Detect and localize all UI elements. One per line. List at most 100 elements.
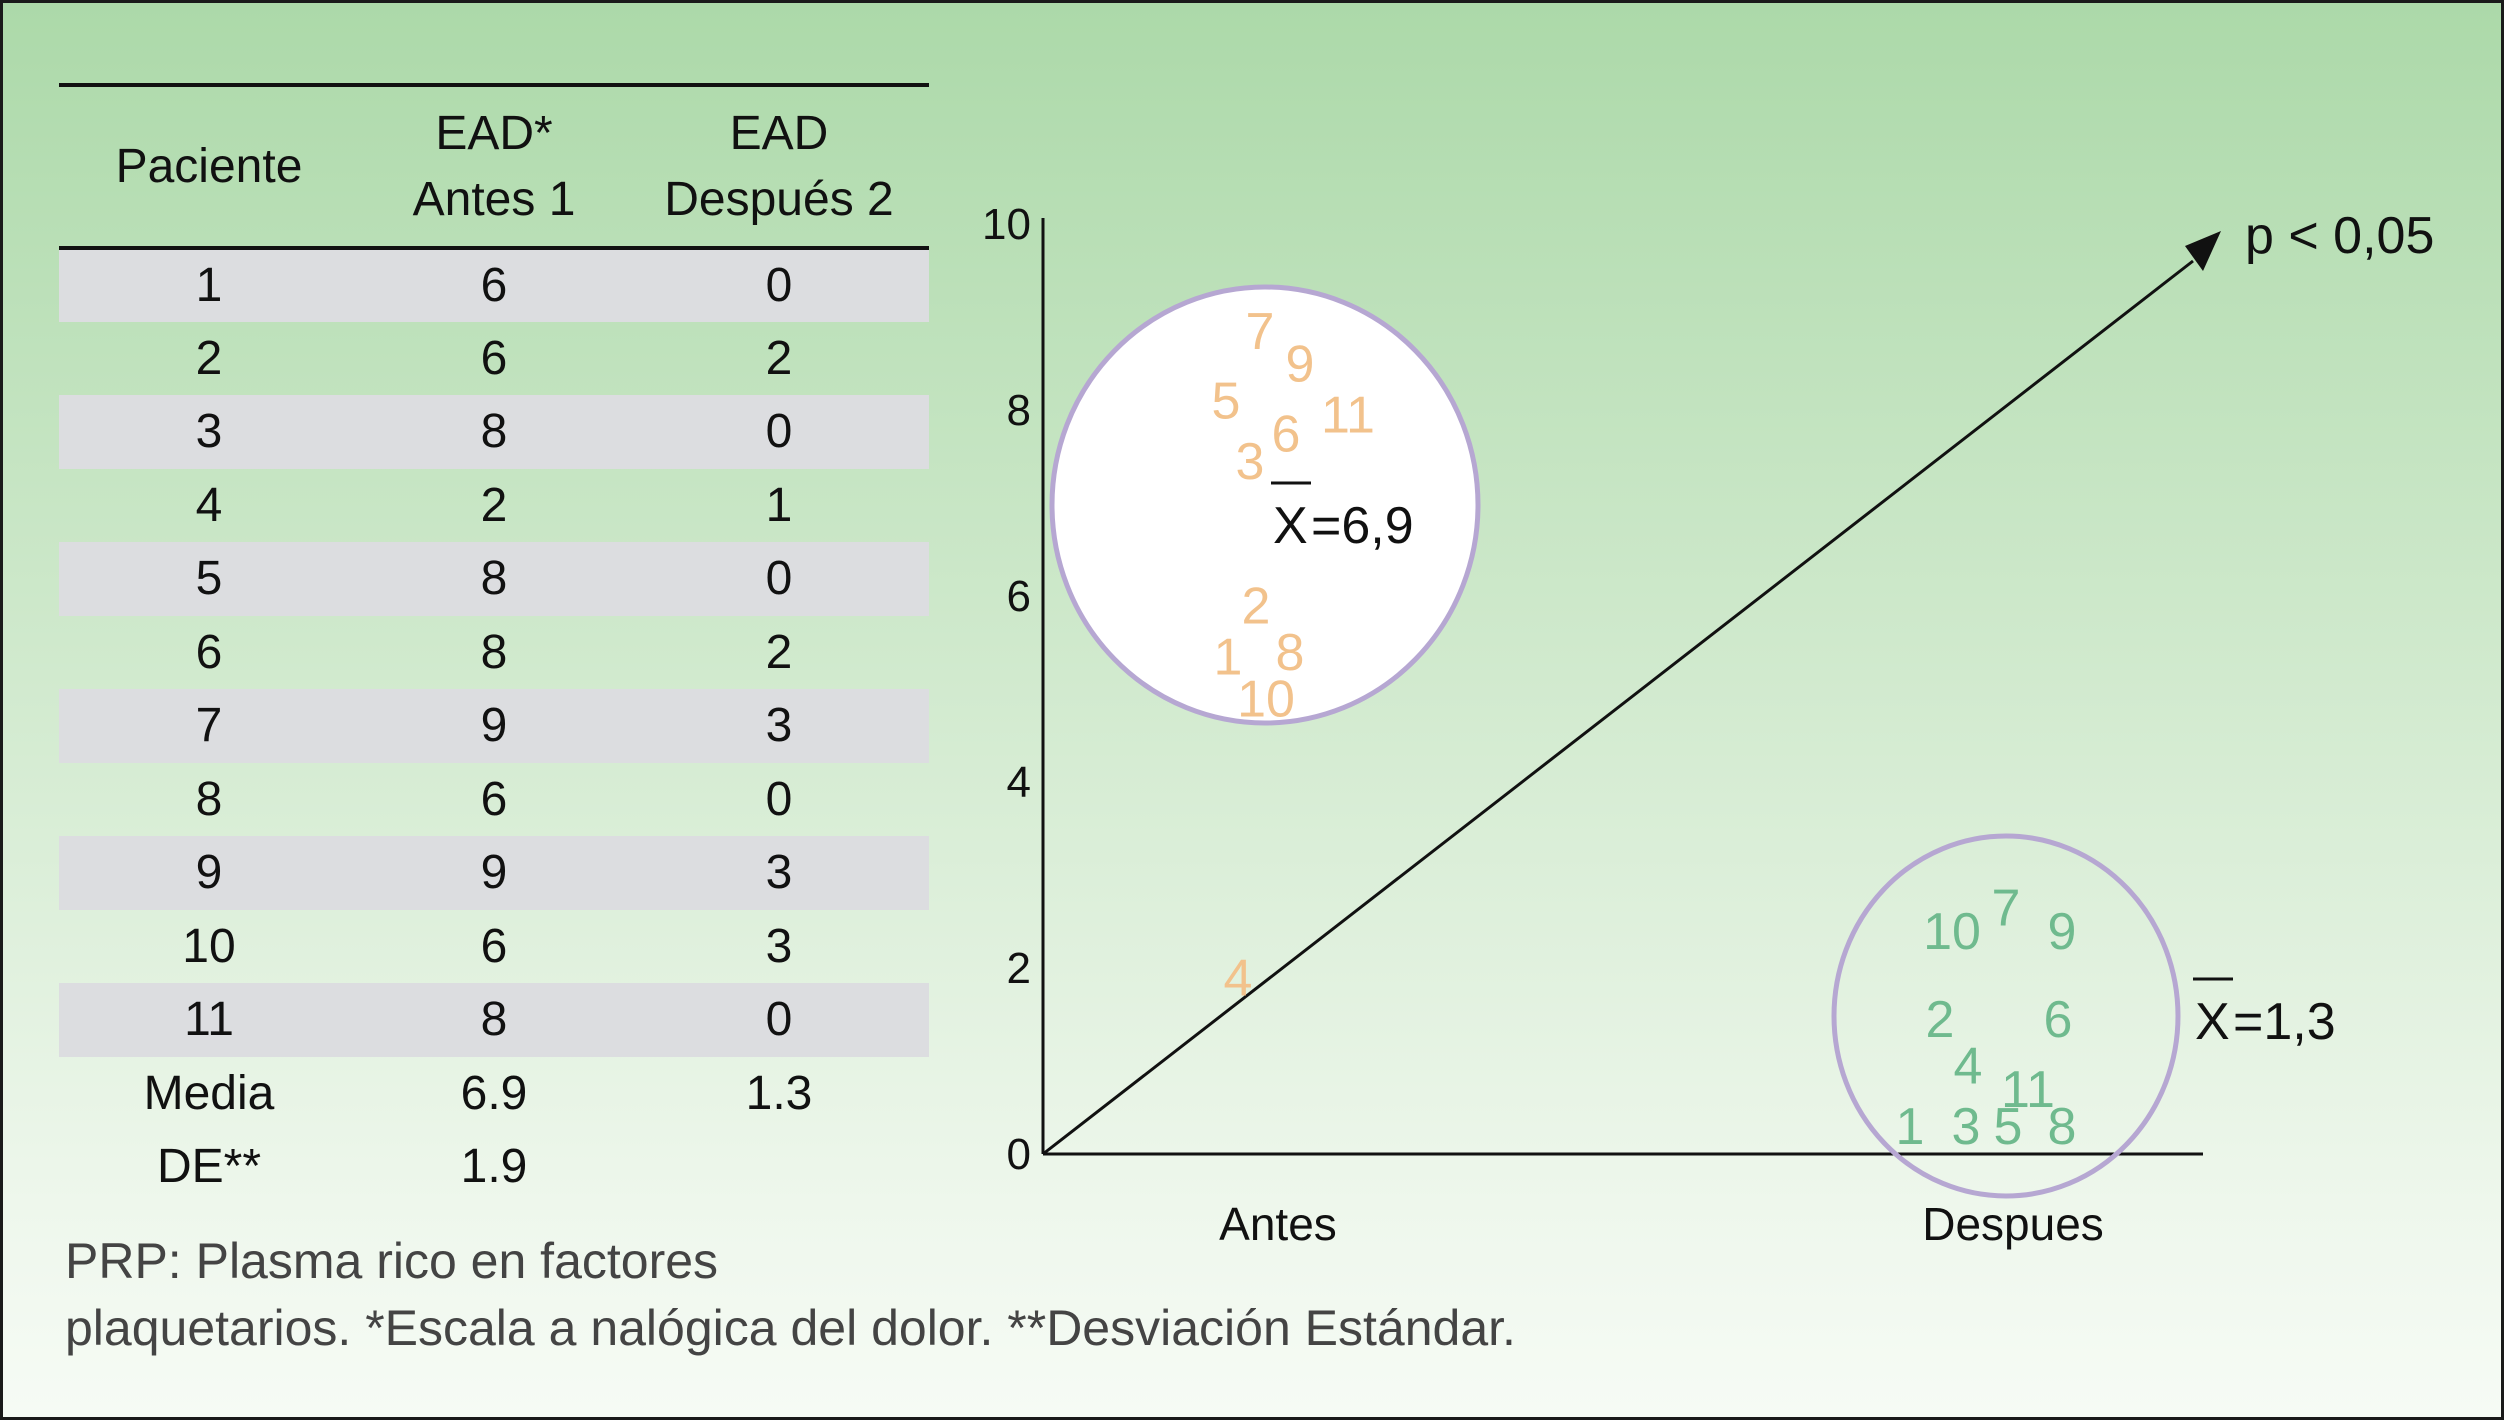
data-point-label: 3 xyxy=(1952,1098,1981,1156)
table-cell: 5 xyxy=(195,552,223,606)
table-row: 11 8 0 xyxy=(59,983,929,1057)
table-cell: 8 xyxy=(480,993,508,1047)
significance-annotation: p < 0,05 xyxy=(2245,207,2434,265)
data-point-label: 4 xyxy=(1224,949,1253,1007)
data-point-label: 9 xyxy=(1286,336,1315,394)
table-cell: 2 xyxy=(480,478,508,532)
y-tick-label: 6 xyxy=(1007,572,1031,621)
table-cell: 3 xyxy=(765,846,793,900)
table-cell: 7 xyxy=(195,699,223,753)
summary-row: DE** 1.9 xyxy=(59,1130,929,1204)
table-cell: 8 xyxy=(480,625,508,679)
table-row: 1 6 0 xyxy=(59,248,929,322)
footnote: PRP: Plasma rico en factores plaquetario… xyxy=(65,1228,1765,1362)
y-tick-label: 0 xyxy=(1007,1130,1031,1179)
data-point-label: 1 xyxy=(1214,628,1243,686)
table-cell: 0 xyxy=(765,993,793,1047)
table-cell: 11 xyxy=(184,993,234,1047)
mean-value: =6,9 xyxy=(1311,497,1414,555)
mean-annotation-despues: X =1,3 xyxy=(2193,977,2336,1051)
table-header: Paciente EAD* Antes 1 EAD Después 2 xyxy=(59,85,929,248)
table-cell: 3 xyxy=(195,405,223,459)
table-cell: 10 xyxy=(182,919,236,973)
data-point-label: 11 xyxy=(2001,1061,2055,1119)
y-tick-label: 2 xyxy=(1007,944,1031,993)
data-point-label: 5 xyxy=(1994,1098,2023,1156)
data-point-label: 11 xyxy=(1321,387,1375,445)
table-cell: 3 xyxy=(765,919,793,973)
data-point-label: 7 xyxy=(1992,880,2021,938)
table-row: 9 9 3 xyxy=(59,836,929,910)
table-cell: 1 xyxy=(765,478,793,532)
data-point-label: 1 xyxy=(1896,1098,1925,1156)
table-row: 7 9 3 xyxy=(59,689,929,763)
summary-cell: Media xyxy=(143,1066,275,1120)
data-point-label: 9 xyxy=(2048,903,2077,961)
table-cell: 6 xyxy=(480,772,508,826)
arrow-head-icon xyxy=(2185,231,2221,271)
data-point-label: 2 xyxy=(1242,577,1271,635)
table-row: 2 6 2 xyxy=(59,322,929,396)
data-point-label: 6 xyxy=(1272,405,1301,463)
table-cell: 0 xyxy=(765,259,793,313)
y-axis: 0 2 4 6 8 10 xyxy=(982,200,1045,1179)
y-tick-label: 10 xyxy=(982,200,1031,249)
header-paciente: Paciente xyxy=(115,139,303,193)
table-cell: 0 xyxy=(765,405,793,459)
data-point-label: 4 xyxy=(1954,1038,1983,1096)
data-table: Paciente EAD* Antes 1 EAD Después 2 1 6 0 2… xyxy=(59,83,929,1204)
group-circle-despues xyxy=(1831,833,2181,1199)
table-cell: 1 xyxy=(195,259,223,313)
table-row: 4 2 1 xyxy=(59,469,929,543)
table-footer: Media 6.9 1.3 DE** 1.9 xyxy=(59,1057,929,1204)
data-point-label: 10 xyxy=(1237,670,1295,728)
table-cell: 0 xyxy=(765,552,793,606)
summary-cell: 6.9 xyxy=(460,1066,528,1120)
mean-symbol: X xyxy=(2195,993,2230,1051)
summary-cell: DE** xyxy=(156,1140,262,1194)
mean-labels: X =6,9X =1,3 xyxy=(1271,481,2336,1051)
table-cell: 2 xyxy=(195,331,223,385)
header-ead-despues: EAD Después 2 xyxy=(664,106,894,226)
table-cell: 9 xyxy=(480,846,508,900)
mean-annotation-antes: X =6,9 xyxy=(1271,481,1414,555)
y-tick-label: 8 xyxy=(1007,386,1031,435)
data-point-label: 3 xyxy=(1236,433,1265,491)
trend-arrow-group: p < 0,05 xyxy=(1042,207,2434,1156)
footnote-line-2: plaquetarios. *Escala a nalógica del dol… xyxy=(65,1300,1516,1356)
summary-cell: 1.9 xyxy=(460,1140,528,1194)
data-point-label: 8 xyxy=(2048,1098,2077,1156)
table-cell: 0 xyxy=(765,772,793,826)
data-point-label: 5 xyxy=(1212,373,1241,431)
table-body: 1 6 0 2 6 2 3 8 0 4 2 1 5 8 0 6 8 2 7 9 3 8 6 0 9 9 3 10 6 3 11 8 0 xyxy=(59,248,929,1057)
x-category-label: Antes xyxy=(1219,1198,1337,1250)
table-cell: 6 xyxy=(195,625,223,679)
data-point-label: 2 xyxy=(1926,991,1955,1049)
y-tick-label: 4 xyxy=(1007,758,1031,807)
summary-row: Media 6.9 1.3 xyxy=(59,1057,929,1131)
data-point-label: 7 xyxy=(1246,303,1275,361)
table-cell: 8 xyxy=(480,405,508,459)
table-cell: 8 xyxy=(195,772,223,826)
mean-value: =1,3 xyxy=(2233,993,2336,1051)
group-circle-antes xyxy=(1049,284,1481,726)
table-cell: 2 xyxy=(765,331,793,385)
header-ead-antes: EAD* Antes 1 xyxy=(412,106,576,226)
table-row: 10 6 3 xyxy=(59,910,929,984)
group-circles xyxy=(1049,284,2181,1199)
table-cell: 3 xyxy=(765,699,793,753)
table-cell: 9 xyxy=(195,846,223,900)
table-cell: 6 xyxy=(480,919,508,973)
x-axis: Antes Despues xyxy=(1043,1152,2203,1250)
table-cell: 9 xyxy=(480,699,508,753)
table-cell: 8 xyxy=(480,552,508,606)
table-cell: 6 xyxy=(480,259,508,313)
x-category-label: Despues xyxy=(1922,1198,2104,1250)
table-cell: 2 xyxy=(765,625,793,679)
table-cell: 4 xyxy=(195,478,223,532)
table-row: 5 8 0 xyxy=(59,542,929,616)
table-row: 3 8 0 xyxy=(59,395,929,469)
